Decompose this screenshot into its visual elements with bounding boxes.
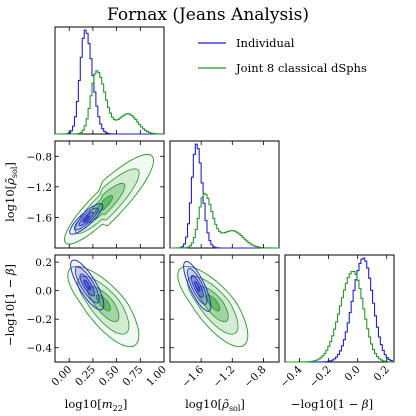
panel-frame [169,254,280,363]
panel-m22-vs-beta [54,254,165,363]
hist-individual-beta [285,257,395,363]
ylabel-rho-sol: log10[ρ̃sol] [3,162,19,222]
y-tick-label: −1.2 [27,182,53,194]
contour-individual-2 [187,268,208,305]
y-tick-label: −0.4 [27,343,53,355]
ylabel-beta: −log10[1 − β] [3,264,17,346]
x-tick-label: 0.75 [120,364,145,389]
y-ticks-beta: −0.4 −0.2 0.0 0.2 [27,257,164,355]
legend-label-joint: Joint 8 classical dSphs [235,61,367,75]
chart-title: Fornax (Jeans Analysis) [107,5,309,25]
contour-individual-4 [82,215,91,223]
contour-individual-3 [79,273,95,297]
x-tick-label: 0.25 [73,364,98,389]
y-tick-label: −0.2 [27,314,53,326]
x-ticks-beta: −0.4 −0.2 0.0 0.2 [278,255,392,390]
hist-individual-rho-sol [170,143,279,249]
x-tick-label: 0.0 [342,364,362,384]
legend-label-individual: Individual [236,36,295,50]
legend: Individual Joint 8 classical dSphs [198,36,367,75]
x-tick-label: −0.8 [242,364,269,391]
panel-diag-beta [284,254,395,363]
panel-frame [284,254,395,363]
xlabel-m22: log10[m22] [65,397,128,413]
contour-joint-4 [94,195,114,215]
contour-individual-2 [74,266,100,304]
x-ticks-m22 [68,27,165,134]
contour-individual-3 [78,211,94,227]
panel-m22-vs-rho-sol [54,140,165,249]
contour-joint-4 [205,294,221,312]
y-tick-label: −1.6 [27,212,53,224]
x-tick-label: 0.50 [97,364,122,389]
contour-individual-4 [194,280,201,292]
contour-individual-1 [70,259,105,311]
x-ticks-m22 [68,141,165,248]
hist-joint-beta [285,270,395,363]
y-tick-label: −0.8 [27,151,53,163]
xlabel-beta: −log10[1 − β] [291,397,373,411]
y-ticks-rho-sol: −1.6 −1.2 −0.8 [27,151,164,224]
x-tick-label: 1.00 [144,364,169,389]
panel-frame [54,26,165,135]
panel-frame [54,254,165,363]
y-tick-label: 0.2 [35,257,52,269]
hist-individual-m22 [55,29,164,135]
x-tick-label: −1.6 [180,363,207,390]
y-tick-label: 0.0 [35,286,52,298]
hist-joint-m22 [55,70,165,135]
x-ticks-rho-sol [200,141,264,248]
contour-individual-4 [83,279,91,291]
contour-individual-2 [73,207,99,231]
contour-joint-3 [197,285,229,323]
x-tick-label: 0.2 [372,364,392,384]
panel-rho-sol-vs-beta [169,254,280,363]
y-ticks-beta [170,261,279,349]
xlabel-rho-sol: log10[ρ̃sol] [185,397,245,413]
contour-individual-3 [190,275,204,298]
contour-individual-1 [183,260,212,312]
contour-individual-1 [69,203,104,235]
x-tick-label: 0.00 [49,364,74,389]
x-tick-label: −1.2 [211,364,238,391]
x-tick-label: −0.4 [278,363,305,390]
x-tick-label: −0.2 [307,364,334,391]
hist-joint-rho-sol [170,192,280,249]
panel-diag-rho-sol [169,140,280,249]
panel-diag-m22 [54,26,165,135]
panel-frame [54,140,165,249]
